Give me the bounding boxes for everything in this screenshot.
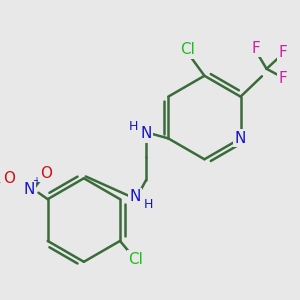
Text: Cl: Cl — [128, 252, 143, 267]
Text: N: N — [140, 126, 152, 141]
Text: N: N — [23, 182, 35, 197]
Text: O: O — [3, 171, 15, 186]
Text: F: F — [279, 70, 288, 86]
Text: +: + — [32, 176, 40, 186]
Text: F: F — [279, 45, 288, 60]
Text: O: O — [40, 166, 52, 181]
Text: N: N — [235, 131, 246, 146]
Text: Cl: Cl — [180, 42, 195, 57]
Text: F: F — [251, 41, 260, 56]
Text: N: N — [129, 189, 141, 204]
Text: H: H — [144, 198, 154, 211]
Text: H: H — [128, 120, 138, 133]
